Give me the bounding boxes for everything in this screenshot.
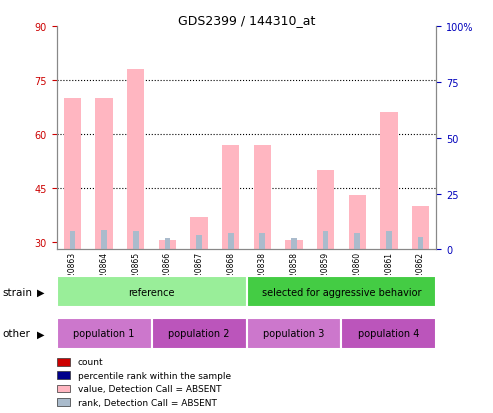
Bar: [64, 99, 81, 250]
Bar: [57, 277, 246, 308]
Bar: [127, 70, 144, 250]
Bar: [222, 145, 240, 250]
Bar: [57, 358, 70, 366]
Bar: [101, 230, 107, 250]
Bar: [57, 385, 70, 392]
Text: reference: reference: [128, 287, 175, 297]
Text: population 4: population 4: [358, 328, 420, 339]
Bar: [386, 232, 392, 250]
Text: ▶: ▶: [36, 328, 44, 339]
Bar: [57, 399, 70, 406]
Text: population 2: population 2: [168, 328, 230, 339]
Bar: [190, 218, 208, 250]
Bar: [133, 232, 139, 250]
Bar: [228, 234, 234, 250]
Text: rank, Detection Call = ABSENT: rank, Detection Call = ABSENT: [77, 398, 216, 407]
Text: strain: strain: [2, 287, 33, 297]
Bar: [341, 318, 436, 349]
Text: value, Detection Call = ABSENT: value, Detection Call = ABSENT: [77, 384, 221, 393]
Bar: [354, 234, 360, 250]
Text: population 1: population 1: [73, 328, 135, 339]
Bar: [323, 232, 328, 250]
Bar: [380, 113, 397, 250]
Bar: [259, 234, 265, 250]
Text: GDS2399 / 144310_at: GDS2399 / 144310_at: [178, 14, 315, 27]
Bar: [196, 235, 202, 250]
Bar: [152, 318, 246, 349]
Text: count: count: [77, 357, 103, 366]
Bar: [57, 318, 152, 349]
Bar: [418, 237, 423, 250]
Bar: [291, 238, 297, 250]
Bar: [159, 241, 176, 250]
Text: population 3: population 3: [263, 328, 324, 339]
Bar: [349, 196, 366, 250]
Bar: [96, 99, 113, 250]
Bar: [412, 206, 429, 250]
Bar: [165, 238, 170, 250]
Bar: [57, 372, 70, 379]
Bar: [285, 241, 303, 250]
Text: ▶: ▶: [36, 287, 44, 297]
Text: other: other: [2, 328, 31, 339]
Text: selected for aggressive behavior: selected for aggressive behavior: [262, 287, 421, 297]
Bar: [317, 171, 334, 250]
Text: percentile rank within the sample: percentile rank within the sample: [77, 371, 231, 380]
Bar: [253, 145, 271, 250]
Bar: [246, 318, 341, 349]
Bar: [246, 277, 436, 308]
Bar: [70, 232, 75, 250]
